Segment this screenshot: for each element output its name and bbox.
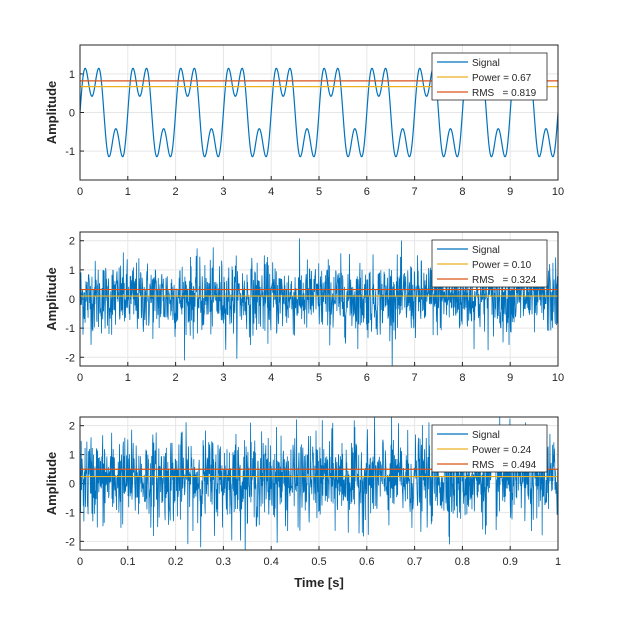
x-tick-label: 7 bbox=[412, 186, 418, 198]
x-tick-label: 0.1 bbox=[120, 556, 135, 568]
x-tick-label: 2 bbox=[173, 372, 179, 384]
legend-label: Power = 0.67 bbox=[472, 73, 532, 84]
legend-label: RMS = 0.494 bbox=[472, 460, 537, 471]
y-tick-label: 2 bbox=[69, 236, 75, 248]
x-tick-label: 5 bbox=[316, 372, 322, 384]
legend: Signal Power = 0.24 RMS = 0.494 bbox=[431, 424, 548, 473]
x-tick-label: 0.5 bbox=[311, 556, 326, 568]
legend: Signal Power = 0.10 RMS = 0.324 bbox=[431, 239, 548, 288]
y-axis-label: Amplitude bbox=[44, 267, 59, 331]
x-tick-label: 8 bbox=[459, 372, 465, 384]
legend-label: RMS = 0.324 bbox=[472, 275, 537, 286]
x-tick-label: 1 bbox=[125, 186, 131, 198]
x-tick-label: 0 bbox=[77, 372, 83, 384]
y-tick-label: -1 bbox=[65, 146, 75, 158]
x-tick-label: 3 bbox=[220, 186, 226, 198]
x-tick-label: 10 bbox=[552, 372, 564, 384]
y-tick-label: 0 bbox=[69, 294, 75, 306]
x-tick-label: 0.9 bbox=[503, 556, 518, 568]
x-tick-label: 0 bbox=[77, 186, 83, 198]
y-tick-label: 2 bbox=[69, 421, 75, 433]
x-tick-label: 7 bbox=[412, 372, 418, 384]
subplot-2: 0 1 2 3 4 5 6 7 8 9 10 -2 -1 0 1 2 Signal Power = 0.10 RMS… bbox=[44, 231, 564, 384]
x-tick-label: 5 bbox=[316, 186, 322, 198]
subplot-3: 0 0.1 0.2 0.3 0.4 0.5 0.6 0.7 0.8 0.9 1 -2 -1 0 1 2 Sign… bbox=[44, 416, 561, 590]
x-tick-label: 3 bbox=[220, 372, 226, 384]
legend-label: Signal bbox=[472, 245, 500, 256]
y-tick-label: 1 bbox=[69, 69, 75, 81]
axes-box bbox=[79, 44, 559, 181]
x-axis-label: Time [s] bbox=[294, 575, 344, 590]
x-tick-label: 9 bbox=[507, 372, 513, 384]
y-tick-label: 0 bbox=[69, 479, 75, 491]
y-axis-label: Amplitude bbox=[44, 452, 59, 516]
subplot-1: 0 1 2 3 4 5 6 7 8 9 10 -1 0 1 Signal Power = 0.67 RMS = … bbox=[44, 44, 564, 198]
y-tick-label: 1 bbox=[69, 450, 75, 462]
x-tick-label: 10 bbox=[552, 186, 564, 198]
x-tick-label: 6 bbox=[364, 186, 370, 198]
legend-label: Signal bbox=[472, 430, 500, 441]
legend-label: Power = 0.24 bbox=[472, 445, 532, 456]
x-tick-label: 0.7 bbox=[407, 556, 422, 568]
x-tick-label: 4 bbox=[268, 186, 274, 198]
y-tick-label: -1 bbox=[65, 507, 75, 519]
axes-box bbox=[79, 231, 559, 367]
x-tick-label: 6 bbox=[364, 372, 370, 384]
y-axis-label: Amplitude bbox=[44, 81, 59, 145]
y-tick-label: 1 bbox=[69, 265, 75, 277]
x-tick-label: 0.3 bbox=[216, 556, 231, 568]
x-tick-label: 1 bbox=[555, 556, 561, 568]
x-tick-label: 2 bbox=[173, 186, 179, 198]
x-tick-label: 9 bbox=[507, 186, 513, 198]
x-tick-label: 0.8 bbox=[455, 556, 470, 568]
y-tick-label: -1 bbox=[65, 323, 75, 335]
legend: Signal Power = 0.67 RMS = 0.819 bbox=[431, 52, 548, 101]
x-tick-label: 0 bbox=[77, 556, 83, 568]
y-tick-label: 0 bbox=[69, 108, 75, 120]
y-tick-label: -2 bbox=[65, 536, 75, 548]
x-tick-label: 0.4 bbox=[264, 556, 279, 568]
legend-label: RMS = 0.819 bbox=[472, 88, 537, 99]
x-tick-label: 8 bbox=[459, 186, 465, 198]
legend-label: Signal bbox=[472, 58, 500, 69]
x-tick-label: 0.2 bbox=[168, 556, 183, 568]
x-tick-label: 0.6 bbox=[359, 556, 374, 568]
x-tick-label: 1 bbox=[125, 372, 131, 384]
y-tick-label: -2 bbox=[65, 352, 75, 364]
legend-label: Power = 0.10 bbox=[472, 260, 532, 271]
axes-box bbox=[79, 416, 559, 551]
x-tick-label: 4 bbox=[268, 372, 274, 384]
